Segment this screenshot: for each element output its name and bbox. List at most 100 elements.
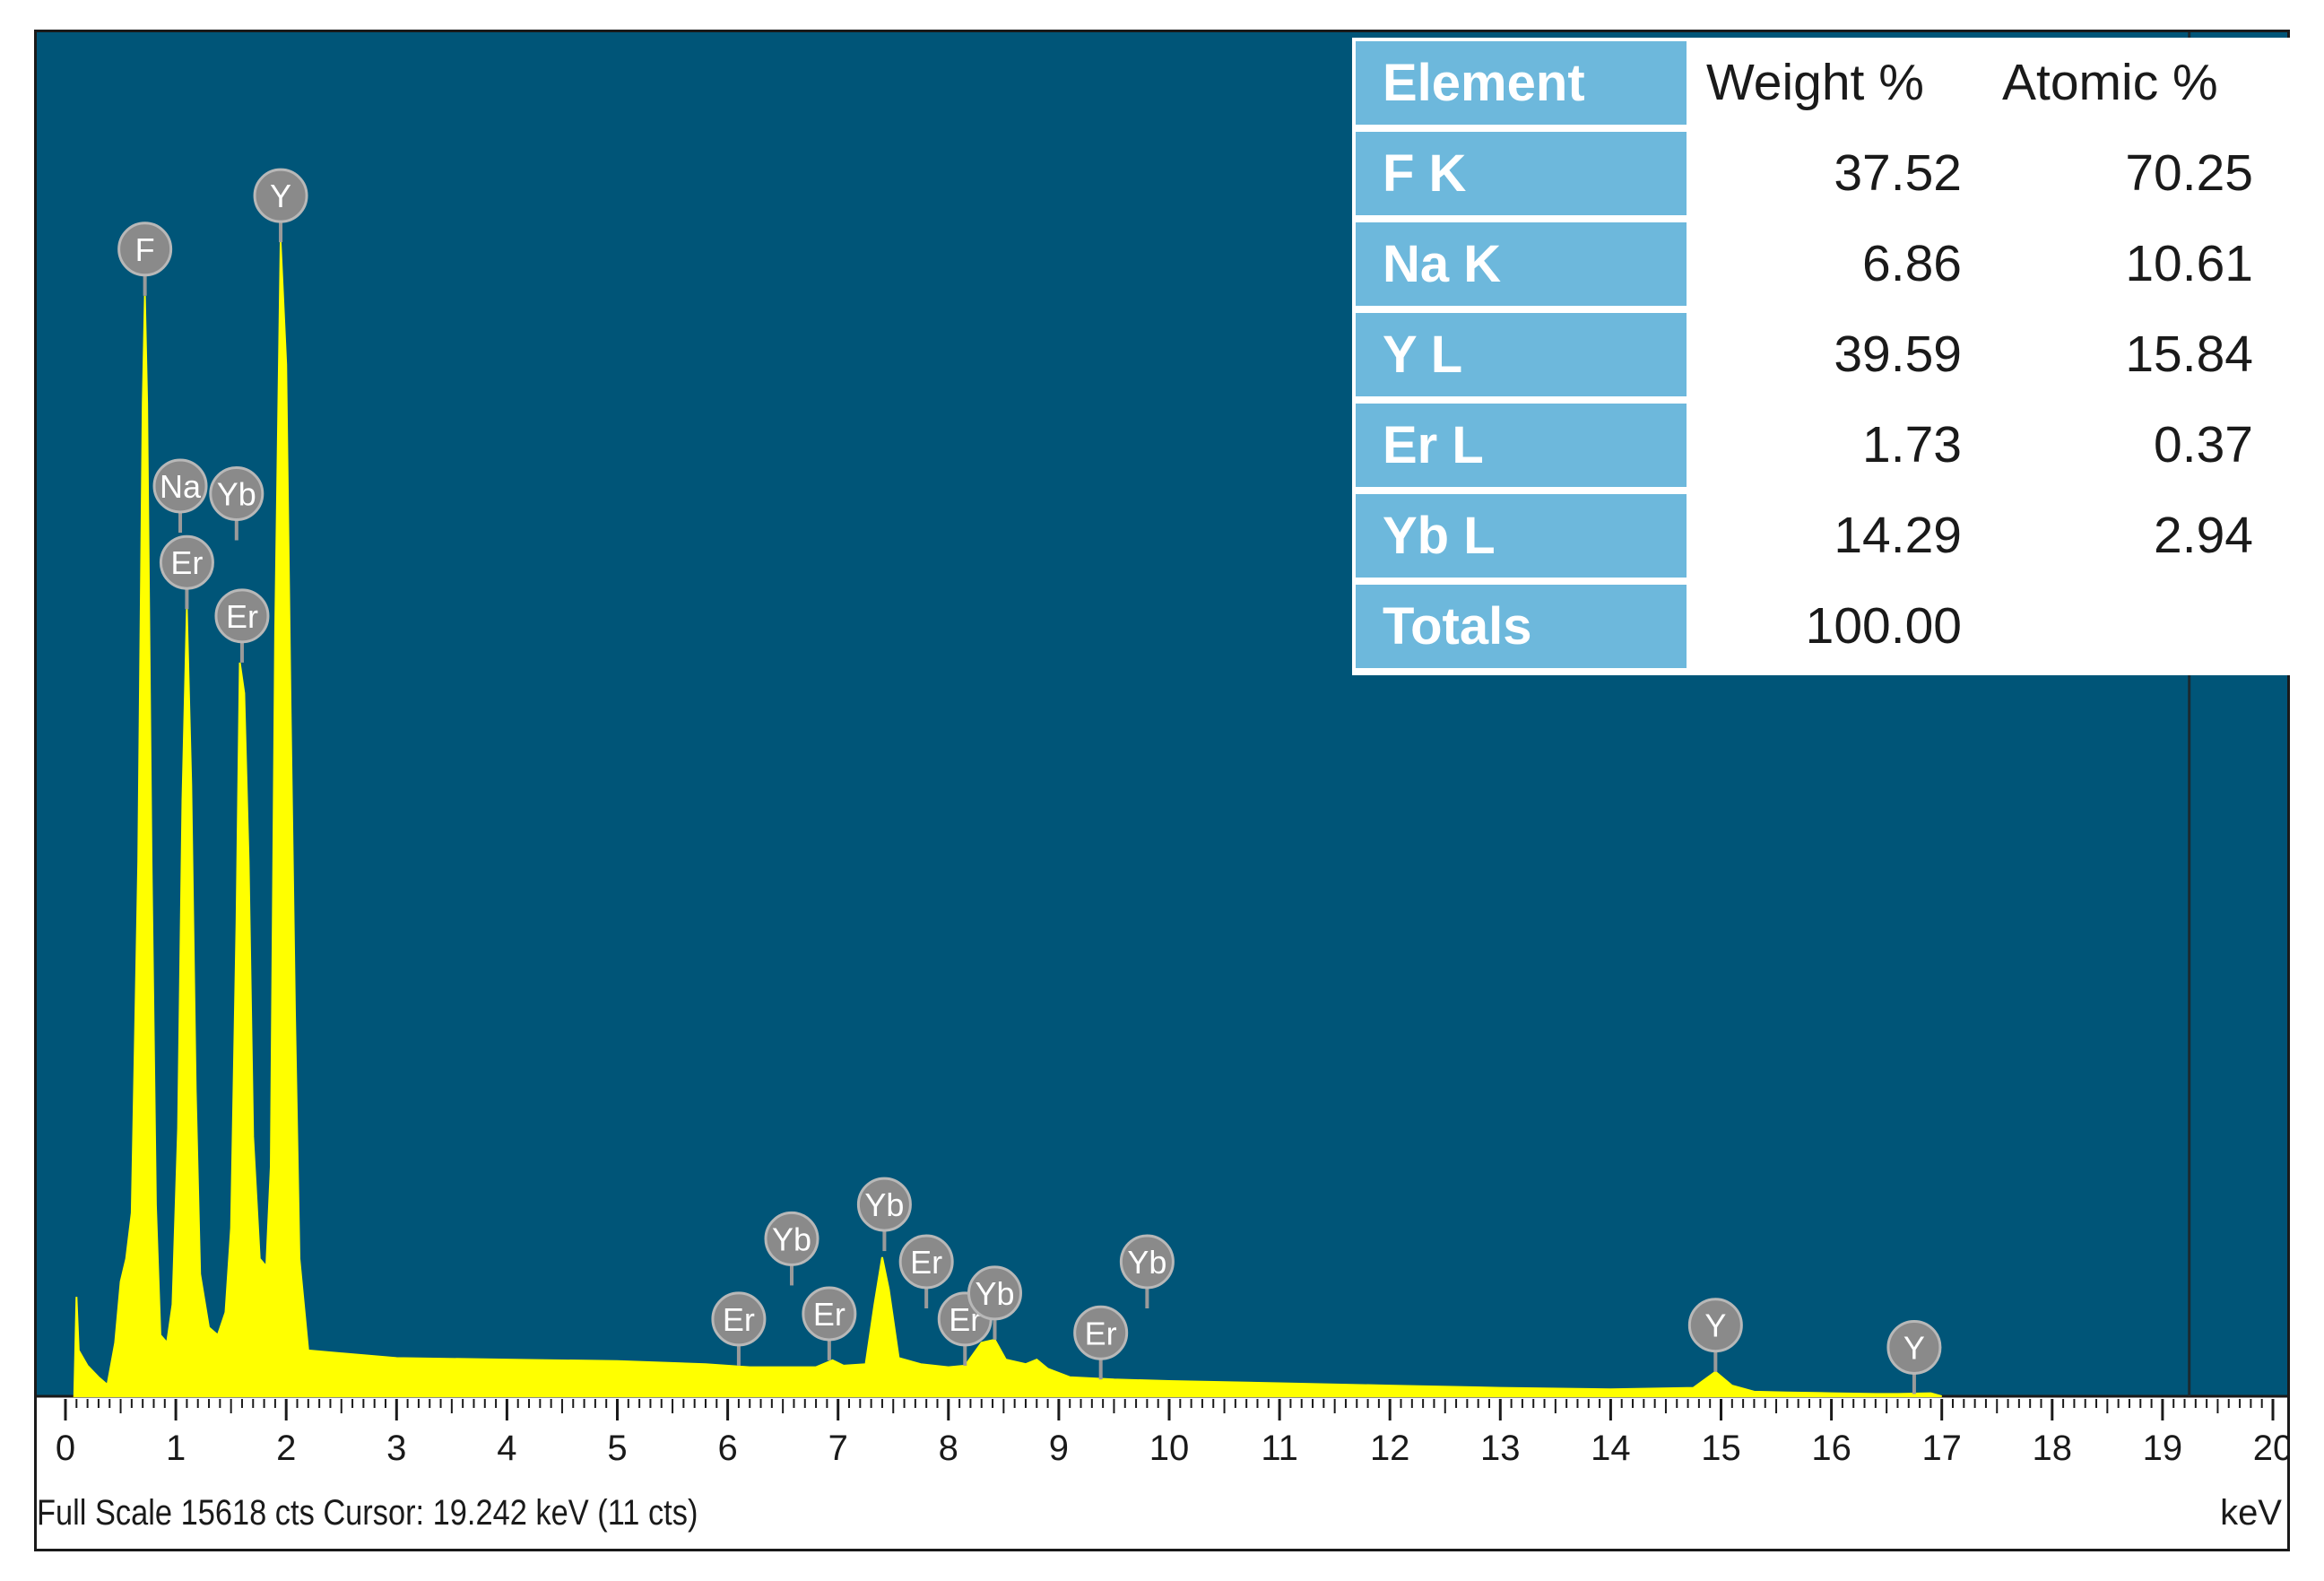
unit-label: keV [2220,1493,2282,1533]
peak-label: Er [711,1291,767,1366]
peak-label-badge [1073,1305,1129,1360]
table-row: Y L 39.59 15.84 [1352,309,2293,400]
x-axis: 01234567891011121314151617181920 [56,1399,2287,1468]
peak-label-badge [1687,1298,1743,1353]
peak-label-badge [117,222,173,277]
x-tick-label: 19 [2143,1429,2183,1468]
x-tick-label: 17 [1921,1429,1962,1468]
x-tick-label: 0 [56,1429,75,1468]
peak-label: Yb [209,466,264,541]
peak-label-badge [802,1286,857,1342]
peak-label: F [117,222,173,296]
quant-results-table: Element Weight % Atomic % F K 37.52 70.2… [1352,38,2293,675]
peak-label: Er [898,1234,954,1308]
peak-label: Yb [764,1211,819,1286]
row-element: Totals [1356,585,1687,668]
x-tick-label: 8 [939,1429,958,1468]
header-element: Element [1356,41,1687,125]
x-tick-label: 7 [828,1429,848,1468]
x-tick-label: 18 [2033,1429,2073,1468]
x-tick-label: 13 [1480,1429,1521,1468]
header-weight: Weight % [1706,54,1924,111]
peak-label: Yb [967,1265,1023,1340]
row-element: Na K [1356,222,1687,306]
peak-label-text: Er [226,598,258,635]
peak-label-text: F [135,231,155,268]
row-atomic: 70.25 [2125,144,2253,202]
peak-label-badge [967,1265,1023,1321]
peak-label-text: Er [813,1296,845,1333]
peak-label: Y [1687,1298,1743,1372]
peak-label-badge [209,466,264,522]
x-tick-label: 14 [1591,1429,1631,1468]
x-tick-label: 2 [276,1429,296,1468]
peak-label-text: Yb [217,476,256,513]
row-weight: 39.59 [1834,326,1962,383]
x-tick-label: 3 [386,1429,406,1468]
peak-label-badge [1886,1319,1942,1375]
row-element: F K [1356,132,1687,215]
x-tick-label: 11 [1261,1429,1298,1468]
row-atomic: 15.84 [2125,326,2253,383]
x-tick-label: 5 [607,1429,627,1468]
row-element: Er L [1356,404,1687,487]
peak-label: Na [152,458,208,533]
x-tick-label: 20 [2253,1429,2287,1468]
peak-label-text: Yb [772,1220,811,1257]
peak-label-badge [152,458,208,514]
peak-label-text: Er [170,544,203,581]
x-tick-label: 12 [1370,1429,1410,1468]
x-tick-label: 1 [166,1429,186,1468]
peak-label-badge [711,1291,767,1347]
status-text: Full Scale 15618 cts Cursor: 19.242 keV … [37,1493,698,1533]
peak-label-badge [898,1234,954,1290]
spectrum-series [73,242,1942,1397]
peak-label: Er [802,1286,857,1360]
row-atomic: 10.61 [2125,235,2253,292]
row-atomic [1980,585,2253,668]
peak-label-badge [764,1211,819,1266]
row-element: Y L [1356,313,1687,396]
peak-label: Y [253,168,308,243]
x-tick-label: 16 [1811,1429,1851,1468]
row-weight: 1.73 [1862,416,1962,473]
row-weight: 6.86 [1862,235,1962,292]
row-weight: 37.52 [1834,144,1962,202]
table-row: Na K 6.86 10.61 [1352,219,2293,309]
peak-label-text: Yb [1127,1244,1166,1281]
peak-label-text: Er [910,1244,942,1281]
x-tick-label: 10 [1149,1429,1190,1468]
peak-label-text: Yb [975,1275,1014,1312]
x-tick-label: 6 [717,1429,737,1468]
row-atomic: 2.94 [2154,507,2253,564]
peak-label: Yb [1119,1234,1175,1308]
peak-label: Y [1886,1319,1942,1394]
peak-label-text: Y [270,178,291,214]
peak-label-text: Na [160,468,202,505]
spectrum-layer [73,242,1942,1397]
row-element: Yb L [1356,494,1687,578]
peak-label-badge [1119,1234,1175,1290]
table-row: Yb L 14.29 2.94 [1352,491,2293,581]
peak-label-badge [214,588,270,644]
peak-label-badge [253,168,308,223]
x-tick-label: 4 [497,1429,516,1468]
peak-label-badge [856,1177,912,1232]
peak-label-text: Yb [864,1186,904,1223]
table-row: Er L 1.73 0.37 [1352,400,2293,491]
table-row-totals: Totals 100.00 [1352,581,2293,672]
peak-label: Er [214,588,270,663]
peak-label-text: Er [1085,1315,1117,1351]
row-atomic: 0.37 [2154,416,2253,473]
row-weight: 14.29 [1834,507,1962,564]
peak-label-badge [159,534,214,590]
x-tick-label: 9 [1049,1429,1069,1468]
header-atomic: Atomic % [2002,54,2218,111]
table-row: F K 37.52 70.25 [1352,128,2293,219]
peak-label-text: Er [723,1301,755,1338]
row-weight: 100.00 [1805,597,1962,655]
peak-label: Yb [856,1177,912,1252]
peak-label: Er [1073,1305,1129,1380]
x-tick-label: 15 [1701,1429,1741,1468]
table-header-row: Element Weight % Atomic % [1352,38,2293,128]
